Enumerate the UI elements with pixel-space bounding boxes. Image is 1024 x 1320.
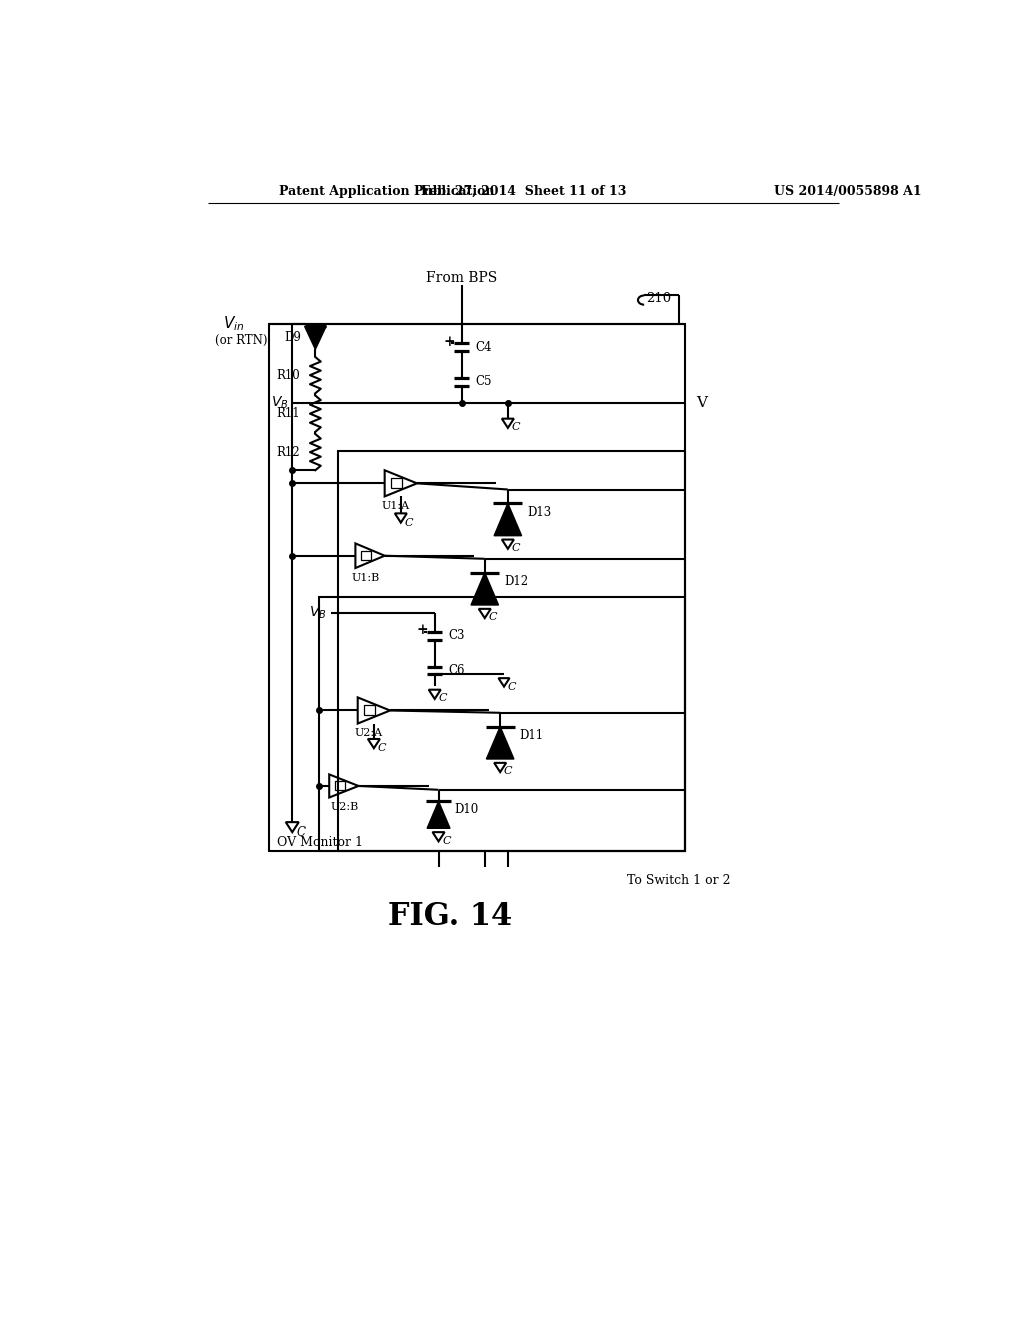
Text: (or RTN): (or RTN) xyxy=(215,334,267,347)
Text: $V_{in}$: $V_{in}$ xyxy=(223,314,245,334)
Polygon shape xyxy=(495,503,521,536)
Text: $V_B$: $V_B$ xyxy=(309,605,327,620)
Text: R12: R12 xyxy=(276,446,300,458)
Text: D11: D11 xyxy=(519,730,544,742)
Text: C: C xyxy=(404,517,413,528)
Text: C: C xyxy=(438,693,447,704)
Text: U1:B: U1:B xyxy=(351,573,380,582)
Bar xyxy=(269,323,685,851)
Text: Feb. 27, 2014  Sheet 11 of 13: Feb. 27, 2014 Sheet 11 of 13 xyxy=(421,185,626,198)
Text: C: C xyxy=(297,825,306,838)
Text: +: + xyxy=(416,623,428,638)
Text: FIG. 14: FIG. 14 xyxy=(388,902,512,932)
Text: US 2014/0055898 A1: US 2014/0055898 A1 xyxy=(773,185,922,198)
Text: To Switch 1 or 2: To Switch 1 or 2 xyxy=(628,874,731,887)
Polygon shape xyxy=(427,801,450,829)
Text: D12: D12 xyxy=(504,576,528,589)
Bar xyxy=(391,478,402,488)
Text: C: C xyxy=(512,543,520,553)
Polygon shape xyxy=(471,573,499,605)
Text: C: C xyxy=(512,422,520,432)
Text: D9: D9 xyxy=(285,331,301,345)
Polygon shape xyxy=(304,326,326,350)
Text: C: C xyxy=(508,681,516,692)
Text: D10: D10 xyxy=(455,803,479,816)
Bar xyxy=(339,451,685,851)
Bar xyxy=(319,597,685,851)
Text: C4: C4 xyxy=(475,341,492,354)
Polygon shape xyxy=(486,726,514,759)
Text: From BPS: From BPS xyxy=(426,271,498,285)
Text: C: C xyxy=(378,743,386,754)
Text: V: V xyxy=(695,396,707,411)
Text: Patent Application Publication: Patent Application Publication xyxy=(280,185,495,198)
Text: OV Monitor 1: OV Monitor 1 xyxy=(276,836,362,849)
Text: U1:A: U1:A xyxy=(382,502,410,511)
Text: C5: C5 xyxy=(475,375,492,388)
Bar xyxy=(361,550,372,560)
Text: U2:A: U2:A xyxy=(355,729,383,738)
Text: C: C xyxy=(442,836,451,846)
Text: C3: C3 xyxy=(449,630,465,643)
Text: 210: 210 xyxy=(646,292,672,305)
Text: R11: R11 xyxy=(276,407,300,420)
Text: R10: R10 xyxy=(276,368,300,381)
Text: U2:B: U2:B xyxy=(331,803,359,812)
Text: C: C xyxy=(488,612,497,622)
Text: D13: D13 xyxy=(527,506,552,519)
Text: +: + xyxy=(443,335,455,348)
Text: C6: C6 xyxy=(449,664,465,677)
Bar xyxy=(335,781,345,791)
Bar xyxy=(365,705,376,715)
Text: C: C xyxy=(504,767,512,776)
Text: $V_B$: $V_B$ xyxy=(270,395,289,412)
